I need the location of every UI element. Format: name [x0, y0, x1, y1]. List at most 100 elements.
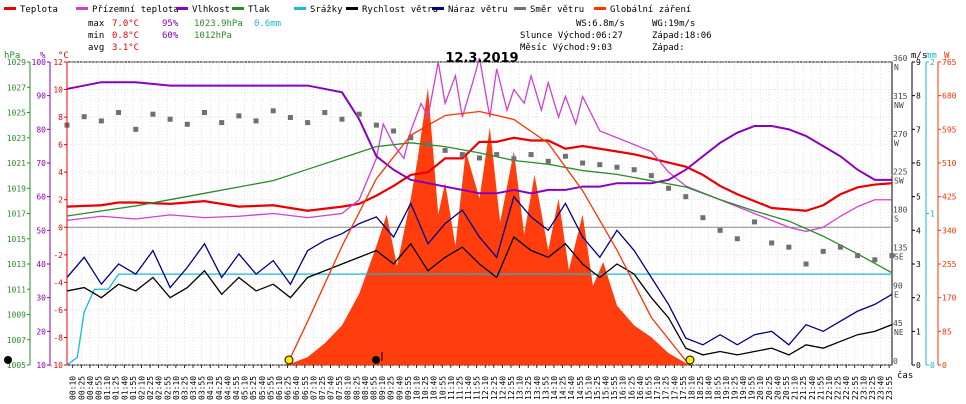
- direction-axis-tick-label-0: 0: [893, 357, 898, 366]
- direction-axis-compass-4: S: [894, 215, 899, 224]
- x-tick-label-31: 07:55: [335, 376, 344, 400]
- left-axes: 1005100710091011101310151017101910211023…: [7, 58, 68, 370]
- moonrise-marker: [372, 356, 380, 364]
- humidity-axis-tick-label-8: 90: [36, 92, 46, 101]
- info-ws: WS:6.8m/s: [576, 19, 625, 29]
- series-point-7-16: [339, 116, 345, 122]
- humidity-axis-tick-label-7: 80: [36, 125, 46, 134]
- x-tick-label-76: 19:10: [722, 376, 731, 400]
- right-axes: 045NE90E135SE180S225SW270W315NW360N01234…: [893, 54, 957, 370]
- pressure-axis-tick-label-4: 1013: [7, 260, 26, 269]
- temperature-axis-tick-label-10: 10: [53, 86, 63, 95]
- stats-max-temp: 7.0°C: [112, 19, 139, 29]
- info-block: WS:6.8m/s WG:19m/s Slunce Východ:06:27 Z…: [520, 19, 712, 53]
- radiation-axis-tick-label-5: 425: [942, 193, 957, 202]
- temperature-axis-tick-label-8: 6: [58, 141, 63, 150]
- series-line-4: [66, 273, 892, 366]
- wind-axis-tick-label-3: 3: [916, 260, 921, 269]
- x-tick-label-21: 05:25: [249, 376, 258, 400]
- series-point-7-10: [236, 113, 242, 119]
- x-tick-label-89: 22:25: [834, 376, 843, 400]
- pressure-unit-label: hPa: [4, 51, 20, 61]
- x-tick-label-22: 05:40: [258, 376, 267, 400]
- x-tick-label-7: 01:55: [129, 376, 138, 400]
- temperature-axis-tick-label-4: -2: [53, 251, 63, 260]
- x-tick-label-8: 02:10: [137, 376, 146, 400]
- x-tick-label-92: 23:10: [859, 376, 868, 400]
- x-tick-label-50: 12:40: [498, 376, 507, 400]
- x-tick-label-35: 08:55: [370, 376, 379, 400]
- temperature-axis-tick-label-7: 4: [58, 168, 63, 177]
- series-point-7-45: [837, 244, 843, 250]
- series-point-7-43: [803, 261, 809, 267]
- humidity-axis-tick-label-0: 10: [36, 361, 46, 370]
- temperature-axis-tick-label-11: 12: [53, 58, 63, 67]
- x-tick-label-69: 17:25: [662, 376, 671, 400]
- series-point-7-40: [752, 219, 757, 225]
- stats-min-label: min: [88, 31, 104, 41]
- humidity-axis-tick-label-1: 20: [36, 327, 46, 336]
- series-point-7-30: [580, 160, 586, 166]
- x-tick-label-64: 16:10: [619, 376, 628, 400]
- x-tick-label-36: 09:10: [378, 376, 387, 400]
- legend-label-8: Globální záření: [610, 5, 691, 15]
- direction-axis-compass-7: NW: [894, 101, 904, 110]
- x-tick-label-93: 23:25: [868, 376, 877, 400]
- series-line-9: [286, 110, 690, 366]
- x-tick-label-70: 17:40: [670, 376, 679, 400]
- direction-axis-compass-6: W: [894, 139, 899, 148]
- series-line-2: [66, 81, 892, 195]
- series-point-7-4: [133, 126, 139, 132]
- x-tick-label-49: 12:25: [490, 376, 499, 400]
- x-tick-label-19: 04:55: [232, 376, 241, 400]
- series-point-7-29: [562, 153, 568, 159]
- x-tick-label-81: 20:25: [765, 376, 774, 400]
- radiation-axis-tick-label-0: 0: [942, 361, 947, 370]
- pressure-axis-tick-label-10: 1025: [7, 109, 26, 118]
- x-tick-label-1: 00:25: [77, 376, 86, 400]
- legend-label-0: Teplota: [20, 5, 58, 15]
- radiation-axis-tick-label-3: 255: [942, 260, 957, 269]
- pressure-axis-tick-label-11: 1027: [7, 83, 26, 92]
- humidity-axis-tick-label-9: 100: [32, 58, 47, 67]
- x-tick-label-6: 01:40: [120, 376, 129, 400]
- series-point-7-28: [545, 158, 551, 164]
- x-tick-label-38: 09:40: [395, 376, 404, 400]
- x-tick-label-27: 06:55: [301, 376, 310, 400]
- humidity-axis-tick-label-2: 30: [36, 294, 46, 303]
- x-tick-label-78: 19:40: [739, 376, 748, 400]
- legend-label-7: Směr větru: [530, 5, 584, 15]
- x-tick-label-85: 21:25: [799, 376, 808, 400]
- legend-swatch-4: [294, 7, 306, 10]
- series-line-1: [66, 57, 892, 233]
- humidity-unit-label: %: [40, 51, 46, 61]
- time-markers: [4, 352, 695, 365]
- series-point-7-15: [322, 110, 328, 115]
- series-point-7-33: [631, 167, 637, 173]
- series-point-7-41: [769, 240, 775, 246]
- x-tick-label-42: 10:40: [430, 376, 439, 400]
- stats-min-temp: 0.8°C: [112, 31, 139, 41]
- series-point-7-47: [872, 257, 878, 263]
- x-tick-label-28: 07:10: [309, 376, 318, 400]
- pressure-axis-tick-label-2: 1009: [7, 311, 26, 320]
- direction-axis-compass-1: NE: [894, 328, 904, 337]
- x-tick-label-56: 14:10: [550, 376, 559, 400]
- series-point-7-38: [717, 227, 723, 233]
- x-tick-label-26: 06:40: [292, 376, 301, 400]
- wind-axis-tick-label-7: 7: [916, 125, 921, 134]
- stats-max-hum: 95%: [162, 19, 179, 29]
- x-tick-label-47: 11:55: [473, 376, 482, 400]
- pressure-axis-tick-label-12: 1029: [7, 58, 26, 67]
- legend-label-3: Tlak: [248, 5, 270, 15]
- series-point-7-48: [889, 253, 895, 259]
- series-point-7-2: [98, 118, 104, 124]
- chart-title: 12.3.2019: [445, 51, 518, 66]
- x-tick-label-2: 00:40: [86, 376, 95, 400]
- x-tick-label-12: 03:10: [172, 376, 181, 400]
- series-point-7-11: [253, 118, 259, 124]
- radiation-axis-tick-label-4: 340: [942, 226, 957, 235]
- x-axis-label: čas: [897, 370, 913, 381]
- x-tick-label-59: 14:55: [576, 376, 585, 400]
- wind-axis-tick-label-6: 6: [916, 159, 921, 168]
